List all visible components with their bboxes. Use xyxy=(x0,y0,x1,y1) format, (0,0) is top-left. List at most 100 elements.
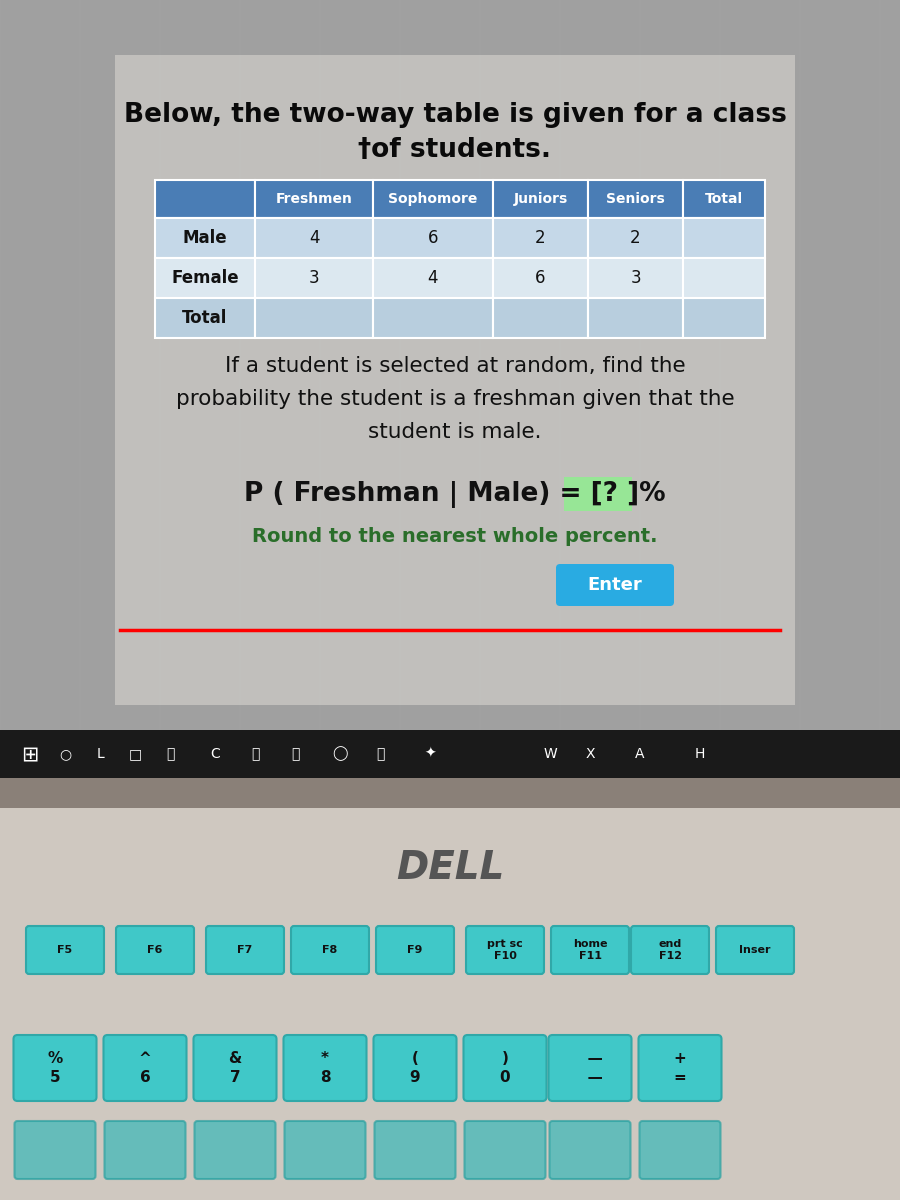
Text: 2: 2 xyxy=(536,229,545,247)
Text: ⬛: ⬛ xyxy=(291,746,299,761)
Bar xyxy=(493,218,588,258)
FancyBboxPatch shape xyxy=(291,926,369,974)
Text: Male: Male xyxy=(183,229,228,247)
Bar xyxy=(255,258,373,298)
Text: ○: ○ xyxy=(58,746,71,761)
FancyBboxPatch shape xyxy=(556,564,674,606)
Bar xyxy=(493,298,588,338)
Bar xyxy=(373,218,493,258)
Bar xyxy=(0,808,900,1200)
Text: Seniors: Seniors xyxy=(606,192,665,206)
Bar xyxy=(493,258,588,298)
Text: 3: 3 xyxy=(309,269,320,287)
Text: L: L xyxy=(96,746,104,761)
Text: 4: 4 xyxy=(309,229,320,247)
Bar xyxy=(588,180,683,218)
FancyBboxPatch shape xyxy=(640,1121,721,1178)
FancyBboxPatch shape xyxy=(631,926,709,974)
Bar xyxy=(373,298,493,338)
Text: 3: 3 xyxy=(630,269,641,287)
Bar xyxy=(683,258,765,298)
Text: 6: 6 xyxy=(536,269,545,287)
Bar xyxy=(155,218,255,258)
FancyBboxPatch shape xyxy=(638,1034,722,1102)
Bar xyxy=(255,218,373,258)
FancyBboxPatch shape xyxy=(104,1121,185,1178)
FancyBboxPatch shape xyxy=(284,1034,366,1102)
Text: †of students.: †of students. xyxy=(358,137,552,163)
Bar xyxy=(493,180,588,218)
FancyBboxPatch shape xyxy=(374,1121,455,1178)
FancyBboxPatch shape xyxy=(104,1034,186,1102)
Text: Freshmen: Freshmen xyxy=(275,192,353,206)
Text: H: H xyxy=(695,746,706,761)
FancyBboxPatch shape xyxy=(116,926,194,974)
FancyBboxPatch shape xyxy=(376,926,454,974)
Bar xyxy=(155,298,255,338)
Text: student is male.: student is male. xyxy=(368,422,542,442)
Text: Sophomore: Sophomore xyxy=(388,192,478,206)
Text: DELL: DELL xyxy=(396,850,504,887)
Text: P ( Freshman | Male) = [? ]%: P ( Freshman | Male) = [? ]% xyxy=(244,481,666,509)
Bar xyxy=(683,218,765,258)
Text: Juniors: Juniors xyxy=(513,192,568,206)
Bar xyxy=(115,55,795,704)
Text: A: A xyxy=(635,746,644,761)
Bar xyxy=(683,298,765,338)
Text: Inser: Inser xyxy=(739,946,770,955)
Text: F8: F8 xyxy=(322,946,338,955)
FancyBboxPatch shape xyxy=(716,926,794,974)
FancyBboxPatch shape xyxy=(374,1034,456,1102)
Text: ✦: ✦ xyxy=(424,746,436,761)
Bar xyxy=(373,258,493,298)
Text: F6: F6 xyxy=(148,946,163,955)
Bar xyxy=(0,778,900,808)
FancyBboxPatch shape xyxy=(14,1034,96,1102)
Text: 🔴: 🔴 xyxy=(376,746,384,761)
Text: *
8: * 8 xyxy=(320,1051,330,1085)
FancyBboxPatch shape xyxy=(550,1121,631,1178)
Bar xyxy=(373,180,493,218)
Bar xyxy=(255,298,373,338)
Text: Total: Total xyxy=(705,192,743,206)
Text: 4: 4 xyxy=(428,269,438,287)
Bar xyxy=(0,730,900,778)
Text: probability the student is a freshman given that the: probability the student is a freshman gi… xyxy=(176,389,734,409)
FancyBboxPatch shape xyxy=(548,1034,632,1102)
Text: Enter: Enter xyxy=(588,576,643,594)
Text: 📁: 📁 xyxy=(251,746,259,761)
Text: C: C xyxy=(210,746,220,761)
FancyBboxPatch shape xyxy=(551,926,629,974)
Bar xyxy=(588,258,683,298)
Bar xyxy=(683,180,765,218)
Text: If a student is selected at random, find the: If a student is selected at random, find… xyxy=(225,356,685,376)
Text: Female: Female xyxy=(171,269,238,287)
Text: —
  —: — — xyxy=(577,1051,603,1085)
Text: )
0: ) 0 xyxy=(500,1051,510,1085)
FancyBboxPatch shape xyxy=(284,1121,365,1178)
Text: ◯: ◯ xyxy=(332,746,347,761)
Text: Round to the nearest whole percent.: Round to the nearest whole percent. xyxy=(252,528,658,546)
Text: ^
6: ^ 6 xyxy=(139,1051,151,1085)
FancyBboxPatch shape xyxy=(26,926,104,974)
Text: end
F12: end F12 xyxy=(659,940,681,961)
Text: prt sc
F10: prt sc F10 xyxy=(487,940,523,961)
Bar xyxy=(0,0,900,760)
Text: F7: F7 xyxy=(238,946,253,955)
Text: X: X xyxy=(585,746,595,761)
Text: Total: Total xyxy=(183,308,228,326)
Text: home
F11: home F11 xyxy=(572,940,608,961)
FancyBboxPatch shape xyxy=(206,926,284,974)
Bar xyxy=(588,218,683,258)
FancyBboxPatch shape xyxy=(194,1034,276,1102)
FancyBboxPatch shape xyxy=(464,1121,545,1178)
Text: %
5: % 5 xyxy=(48,1051,63,1085)
Text: (
9: ( 9 xyxy=(410,1051,420,1085)
Text: ⊞: ⊞ xyxy=(22,744,39,764)
Text: □: □ xyxy=(129,746,141,761)
Text: F9: F9 xyxy=(408,946,423,955)
Text: &
7: & 7 xyxy=(229,1051,241,1085)
FancyBboxPatch shape xyxy=(14,1121,95,1178)
Bar xyxy=(155,258,255,298)
FancyBboxPatch shape xyxy=(466,926,544,974)
